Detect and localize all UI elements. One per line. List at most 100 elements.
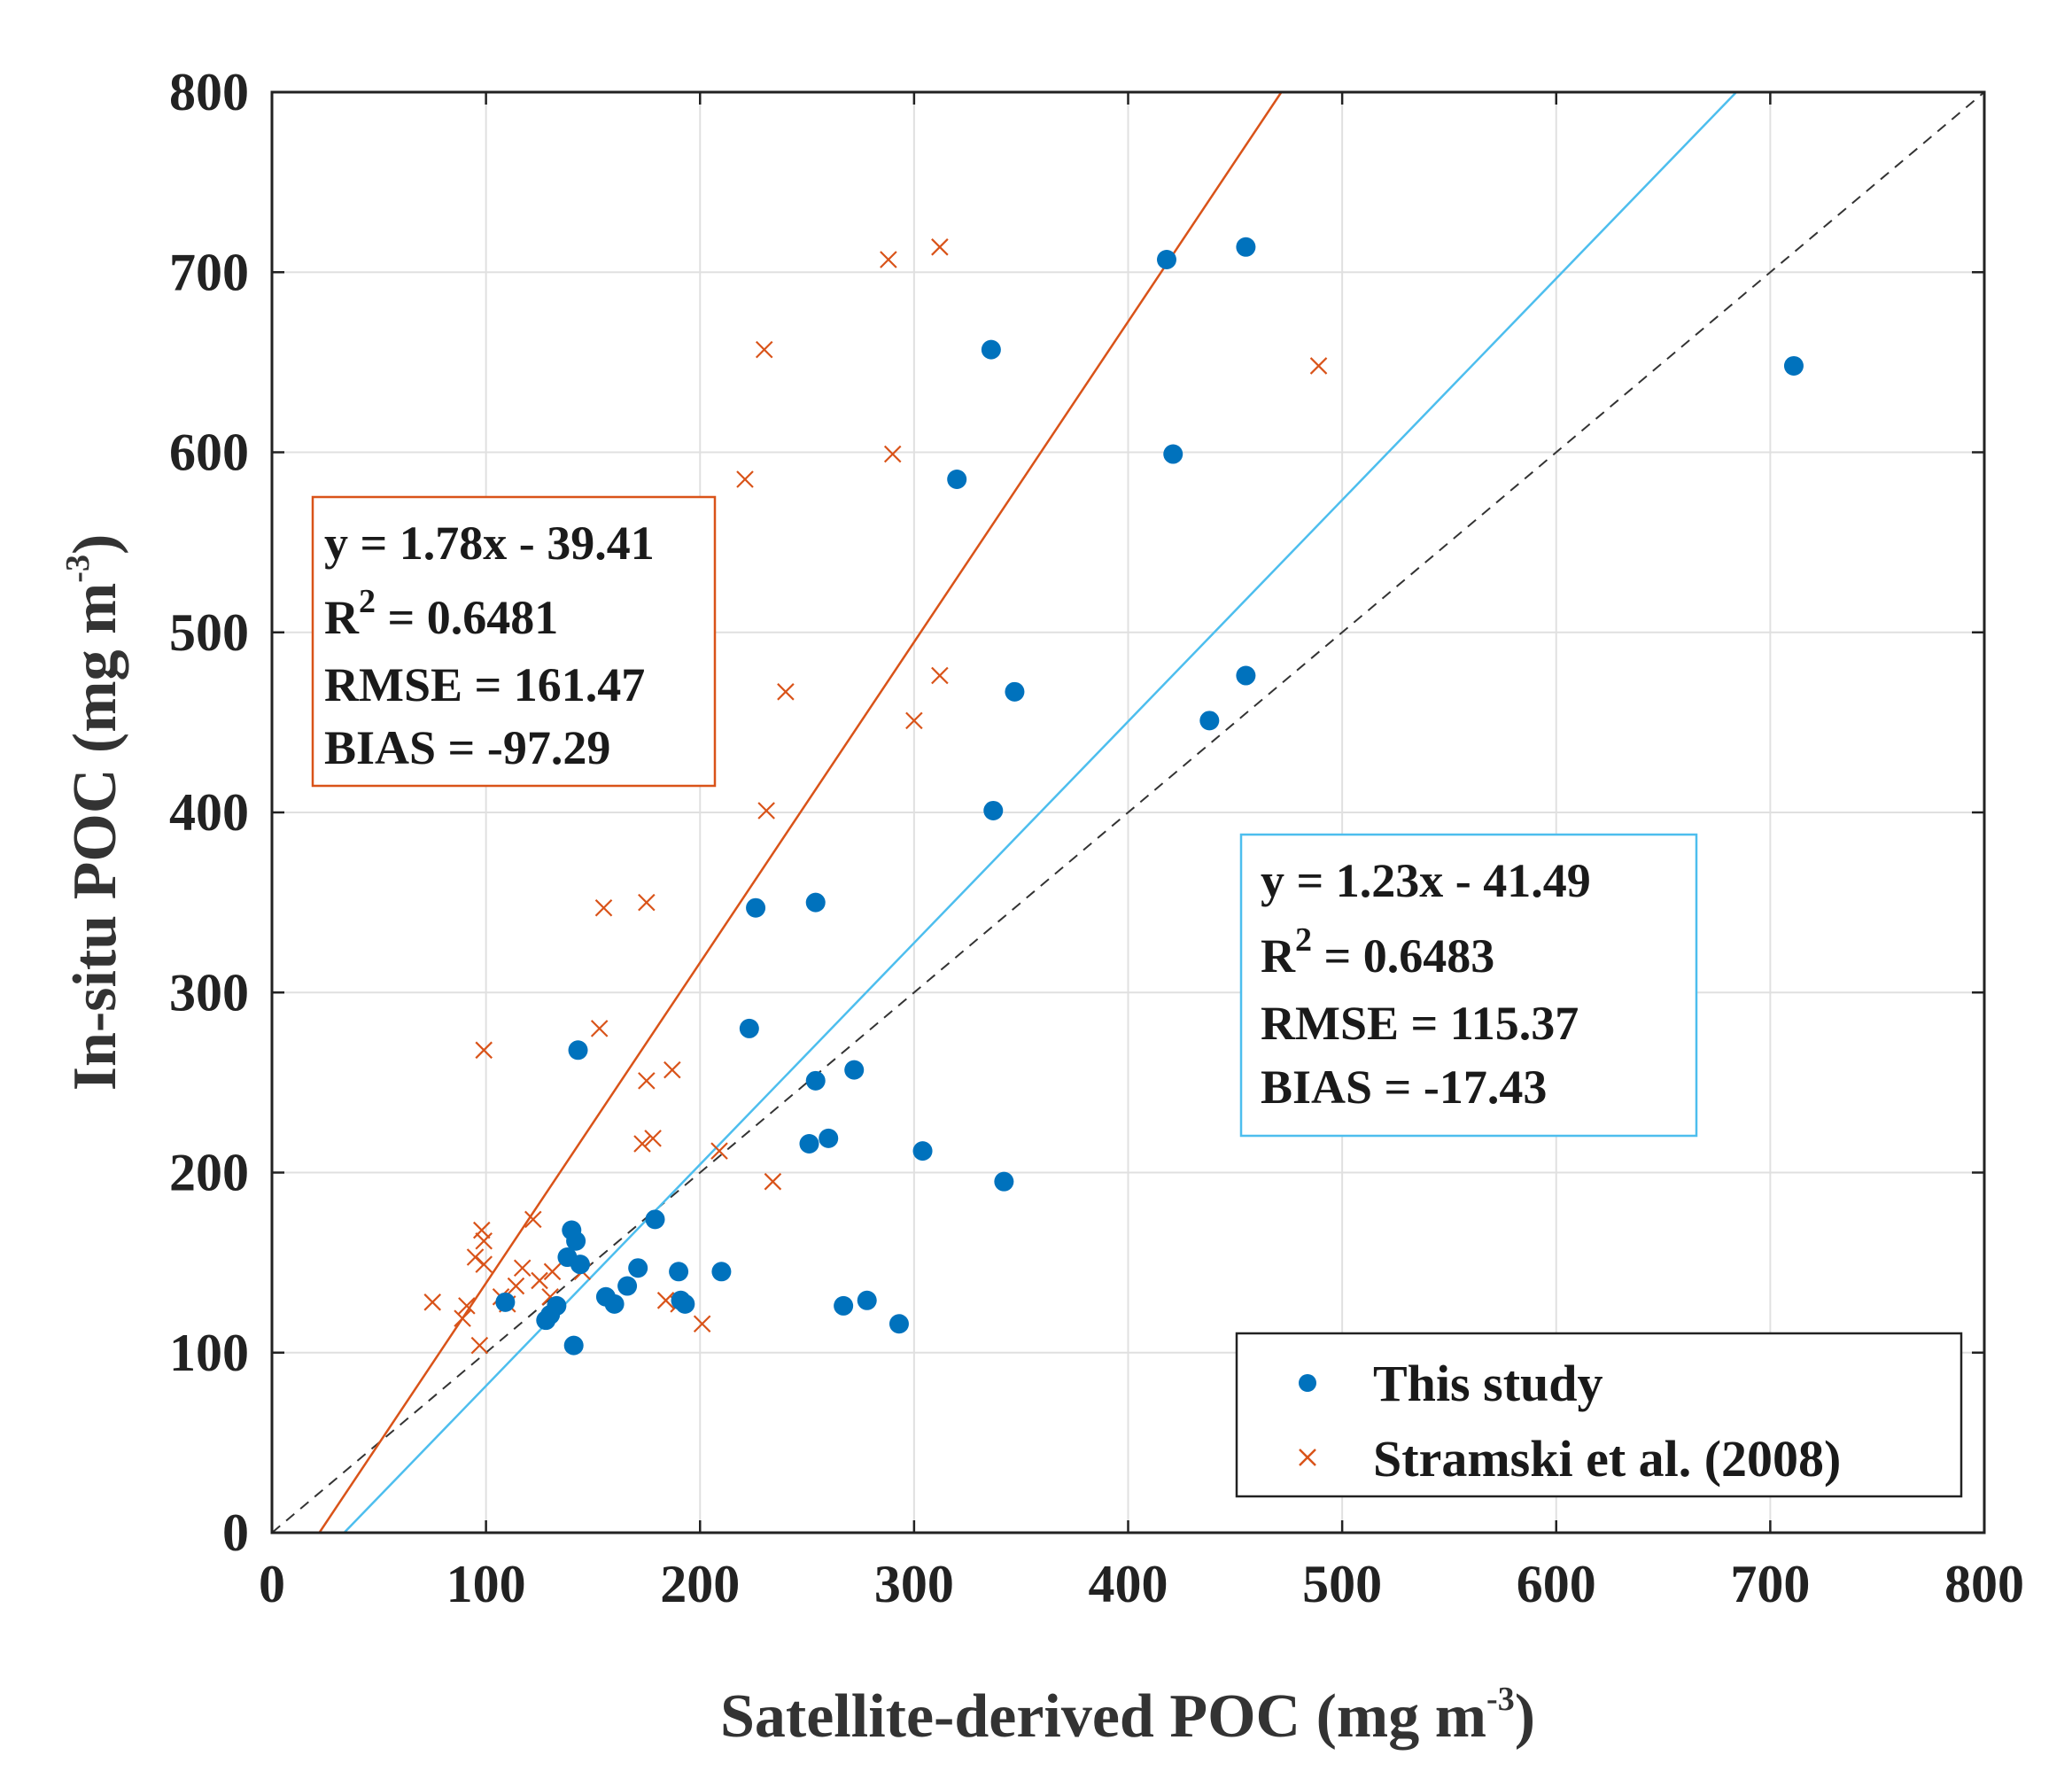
legend-this-study-marker — [1299, 1374, 1316, 1392]
x-axis-title: Satellite-derived POC (mg m-3) — [720, 1681, 1535, 1751]
stramski-rmse: RMSE = 161.47 — [324, 658, 645, 711]
stramski-r2: R2 = 0.6481 — [324, 583, 558, 644]
stramski-point-1 — [880, 251, 897, 268]
this-study-point-7 — [1236, 665, 1256, 686]
stramski-stats-box: y = 1.78x - 39.41 R2 = 0.6481 RMSE = 161… — [311, 495, 717, 788]
stramski-point-stroke-b — [880, 251, 897, 268]
this-study-point-34 — [834, 1295, 854, 1316]
stramski-point-2 — [755, 340, 773, 359]
stramski-point-stroke-b — [736, 470, 754, 488]
stramski-point-10 — [594, 898, 613, 917]
stramski-point-stroke-b — [543, 1262, 562, 1281]
y-tick-label-200: 200 — [169, 1144, 249, 1202]
this-study-point-24 — [570, 1255, 590, 1275]
stramski-point-stroke-b — [656, 1292, 675, 1309]
stramski-r2-symbol: R — [324, 591, 360, 644]
stramski-point-stroke-b — [541, 1287, 559, 1306]
y-tick-label-700: 700 — [169, 243, 249, 301]
this-study-stats-box: y = 1.23x - 41.49 R2 = 0.6483 RMSE = 115… — [1239, 833, 1698, 1138]
stramski-point-7 — [931, 666, 949, 685]
legend-stramski-marker-stroke-b — [1299, 1449, 1316, 1466]
this-study-point-14 — [844, 1060, 865, 1080]
this-study-point-0 — [1236, 237, 1256, 257]
x-tick-label-300: 300 — [874, 1555, 954, 1613]
stramski-point-3 — [1309, 357, 1328, 375]
stramski-fit-line — [318, 92, 1283, 1533]
this-study-point-26 — [669, 1262, 689, 1282]
this-study-point-8 — [1199, 711, 1220, 731]
this-study-r2-symbol: R — [1261, 929, 1296, 983]
this-study-point-19 — [994, 1171, 1014, 1192]
y-tick-label-300: 300 — [169, 963, 249, 1022]
stramski-point-19 — [764, 1172, 782, 1191]
stramski-point-25 — [513, 1259, 532, 1278]
this-study-bias: BIAS = -17.43 — [1261, 1060, 1547, 1114]
y-tick-label-400: 400 — [169, 783, 249, 842]
x-tick-label-600: 600 — [1517, 1555, 1596, 1613]
x-tick-label-800: 800 — [1944, 1555, 2024, 1613]
stramski-point-11 — [638, 893, 656, 912]
stramski-point-stroke-b — [475, 1041, 493, 1060]
this-study-stats-frame — [1239, 833, 1698, 1138]
legend: This study Stramski et al. (2008) — [1235, 1332, 1963, 1498]
this-study-point-1 — [1156, 250, 1176, 270]
this-study-r2-value: = 0.6483 — [1312, 929, 1494, 983]
stramski-point-stroke-b — [524, 1210, 542, 1229]
stramski-point-28 — [507, 1277, 525, 1295]
this-study-point-5 — [947, 469, 967, 489]
this-study-point-28 — [617, 1276, 638, 1296]
stramski-point-13 — [475, 1041, 493, 1060]
one-to-one-line-group — [272, 92, 1984, 1533]
stramski-point-33 — [423, 1293, 441, 1311]
legend-stramski-marker — [1299, 1449, 1316, 1466]
stramski-point-stroke-b — [1309, 357, 1328, 375]
stramski-point-stroke-b — [764, 1172, 782, 1191]
stramski-equation: y = 1.78x - 39.41 — [324, 517, 655, 570]
stramski-point-stroke-b — [638, 1072, 656, 1090]
this-study-point-10 — [746, 897, 766, 918]
y-tick-label-0: 0 — [222, 1503, 249, 1562]
this-study-point-16 — [819, 1128, 839, 1148]
stramski-point-stroke-b — [590, 1020, 609, 1037]
x-axis-title-main: Satellite-derived POC (mg m — [720, 1682, 1486, 1751]
y-axis-title-close: ) — [61, 534, 129, 555]
axis-ticks: 0 100 200 300 400 500 600 700 800 0 100 200 300 400 50… — [169, 63, 2024, 1613]
x-tick-label-500: 500 — [1302, 1555, 1382, 1613]
stramski-point-stroke-b — [473, 1221, 491, 1239]
this-study-equation: y = 1.23x - 41.49 — [1261, 854, 1591, 907]
y-axis-title-superscript: -3 — [59, 555, 97, 583]
y-tick-label-800: 800 — [169, 63, 249, 121]
this-study-point-6 — [1005, 681, 1025, 702]
stramski-point-stroke-b — [777, 683, 795, 701]
this-study-point-30 — [604, 1293, 625, 1314]
stramski-point-stroke-b — [931, 238, 949, 256]
stramski-point-18 — [710, 1142, 728, 1160]
stramski-point-6 — [777, 683, 795, 701]
this-study-point-36 — [495, 1292, 516, 1312]
this-study-points-group — [495, 237, 1804, 1356]
stramski-point-5 — [736, 470, 754, 488]
stramski-point-0 — [931, 238, 949, 256]
stramski-point-stroke-b — [531, 1271, 548, 1290]
stramski-point-34 — [458, 1297, 476, 1315]
stramski-point-8 — [905, 711, 923, 730]
stramski-point-17 — [633, 1135, 651, 1153]
stramski-point-14 — [664, 1060, 681, 1079]
this-study-point-17 — [799, 1133, 819, 1154]
this-study-point-12 — [739, 1018, 759, 1038]
stramski-point-16 — [644, 1130, 662, 1147]
this-study-point-9 — [983, 800, 1004, 820]
stramski-point-stroke-b — [693, 1315, 711, 1333]
stramski-point-stroke-b — [470, 1336, 489, 1355]
stramski-point-24 — [475, 1255, 493, 1273]
stramski-point-stroke-b — [458, 1297, 476, 1315]
stramski-point-21 — [473, 1221, 491, 1239]
this-study-r2-superscript: 2 — [1295, 921, 1312, 959]
stramski-point-stroke-b — [475, 1231, 493, 1250]
this-study-point-22 — [566, 1231, 586, 1251]
stramski-point-stroke-b — [883, 445, 902, 463]
stramski-point-9 — [757, 802, 775, 820]
stramski-point-37 — [470, 1336, 489, 1355]
stramski-point-31 — [656, 1292, 675, 1309]
stramski-point-15 — [638, 1072, 656, 1090]
